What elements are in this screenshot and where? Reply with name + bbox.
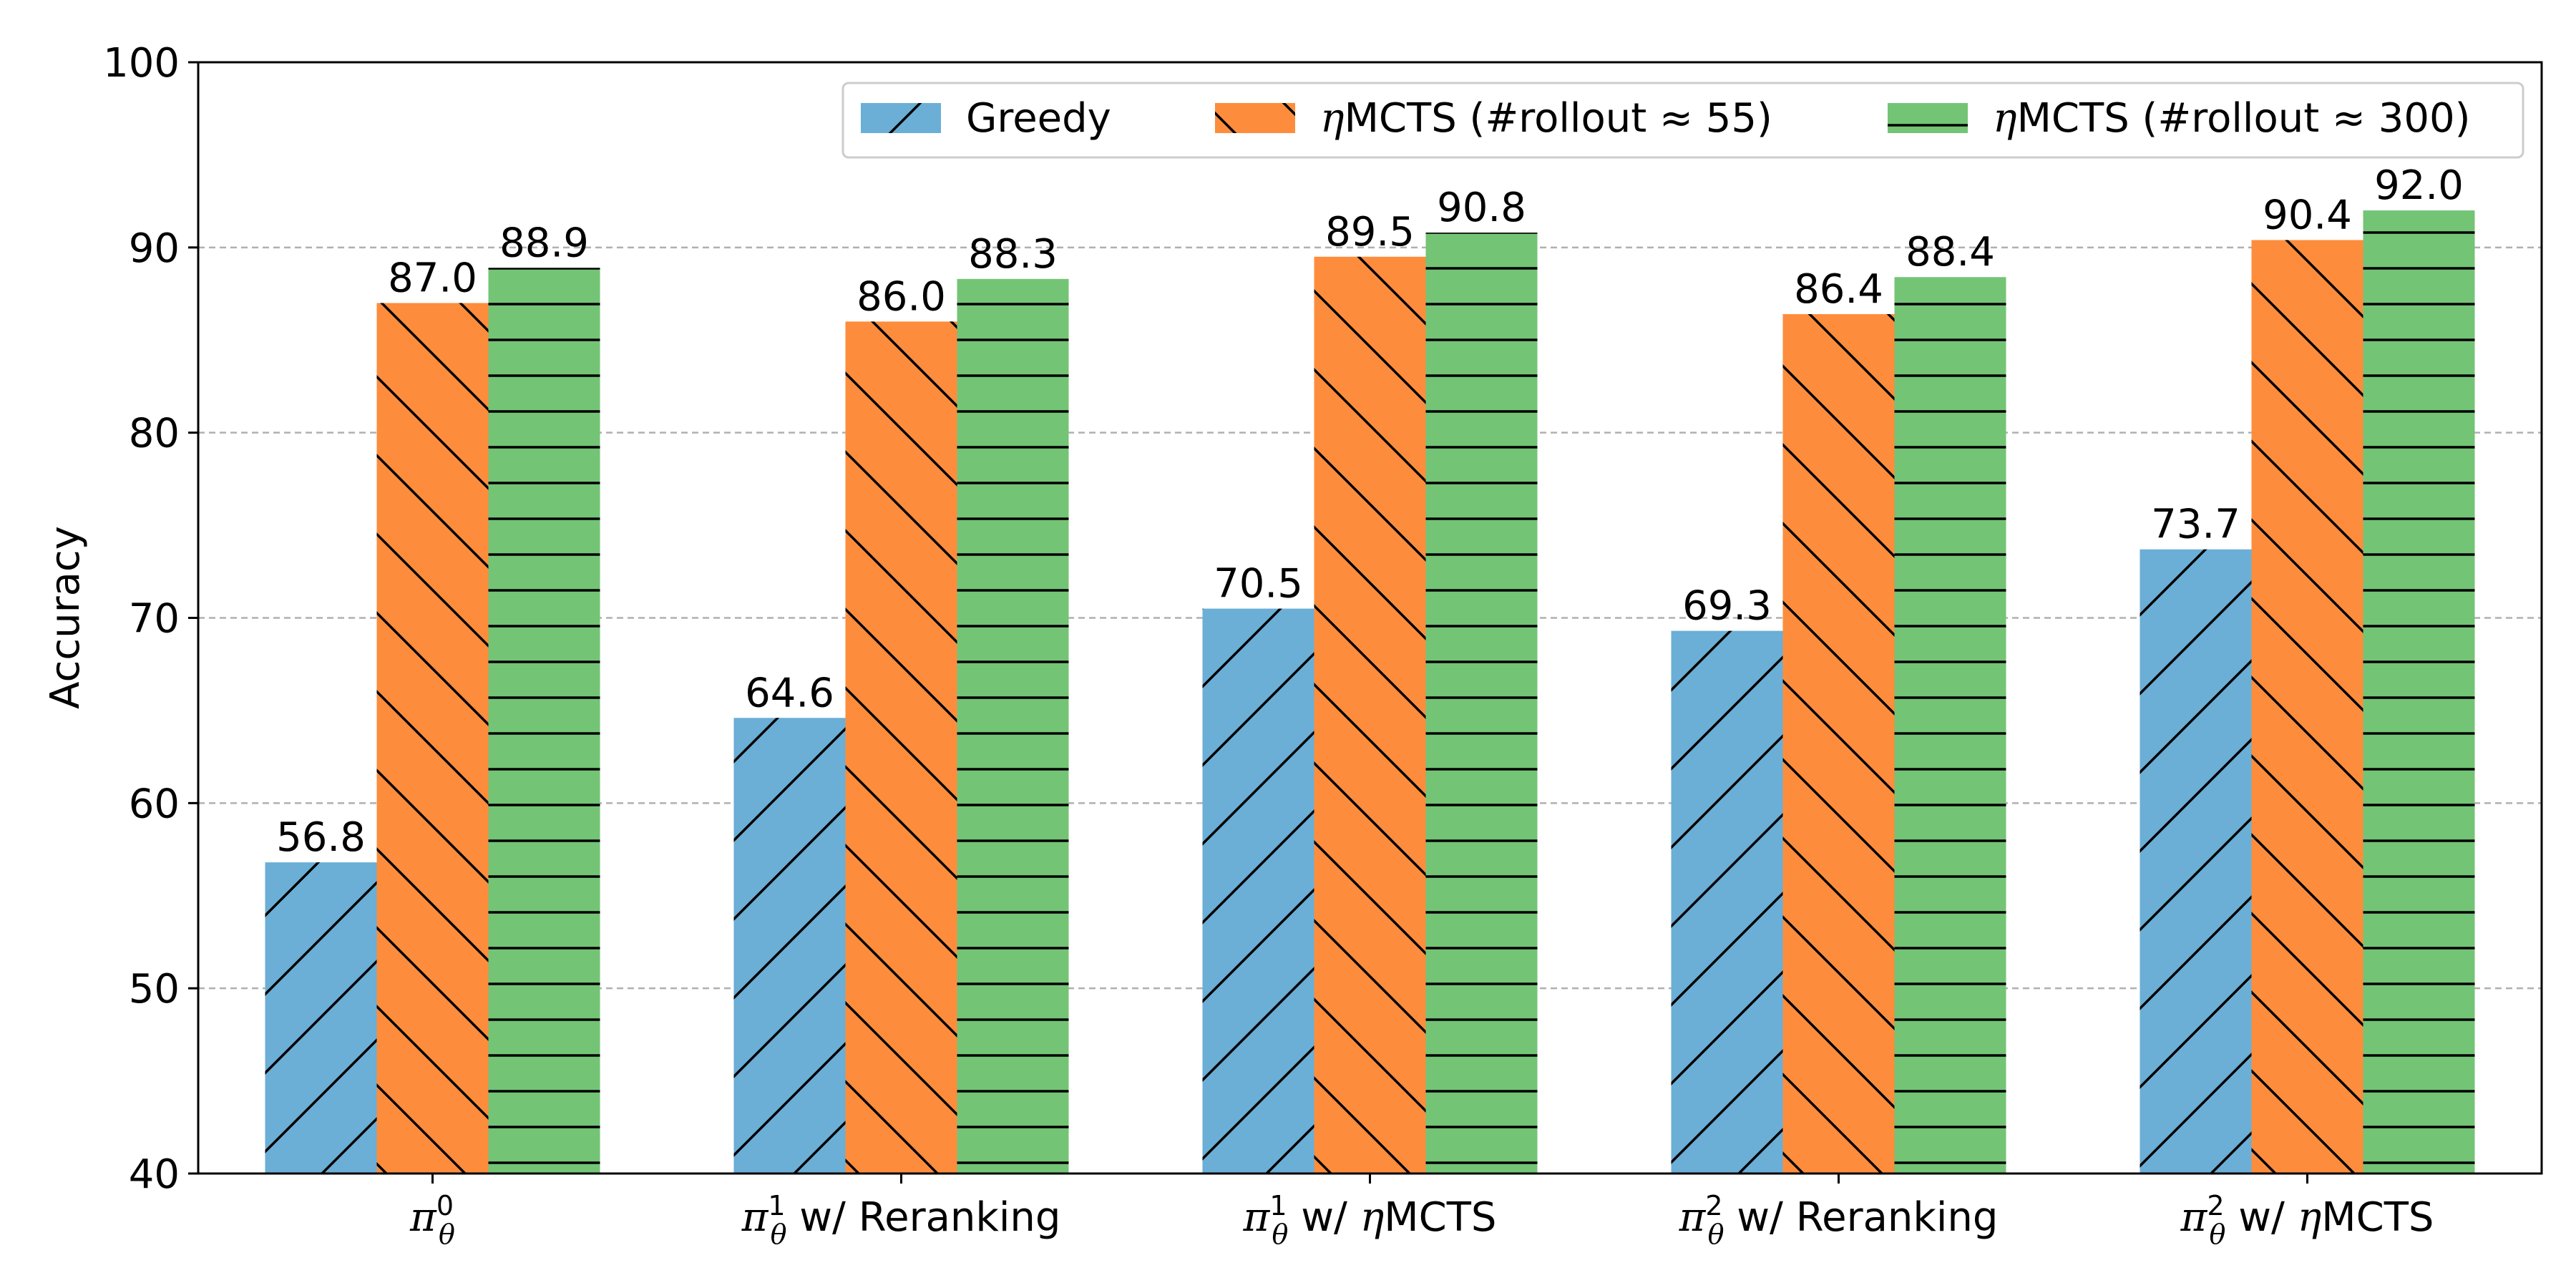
bar-hatch xyxy=(957,278,1069,1174)
legend-swatch-hatch xyxy=(1215,103,1295,133)
y-tick-label: 60 xyxy=(129,781,180,827)
bar-value-label: 69.3 xyxy=(1682,583,1772,630)
x-tick-label: π1 θ w/ Reranking xyxy=(741,1190,1061,1250)
bar-value-label: 86.4 xyxy=(1794,266,1883,313)
x-tick-label: π2 θ w/ ηMCTS xyxy=(2180,1190,2434,1250)
bar-hatch xyxy=(376,303,489,1174)
bar-value-label: 70.5 xyxy=(1214,561,1303,608)
y-tick-label: 80 xyxy=(129,411,180,457)
x-tick-label: π1 θ w/ ηMCTS xyxy=(1243,1190,1497,1250)
y-tick-label: 40 xyxy=(129,1151,180,1198)
bar-value-label: 87.0 xyxy=(388,255,477,301)
bar-hatch xyxy=(1314,256,1426,1174)
legend-label: ηMCTS (#rollout ≈ 55) xyxy=(1320,95,1772,142)
data-labels: 56.8 87.0 88.9 64.6 86.0 88.3 70.5 89.5 90.8 69.3… xyxy=(276,162,2464,861)
x-tick-label: π2 θ w/ Reranking xyxy=(1679,1190,1999,1250)
bar-hatch xyxy=(2140,549,2252,1174)
legend-frame xyxy=(841,82,2524,159)
bar-hatch xyxy=(733,718,846,1174)
bar-value-label: 90.8 xyxy=(1437,185,1526,231)
bar-value-label: 92.0 xyxy=(2374,162,2464,209)
bar-hatch xyxy=(488,268,600,1174)
legend-swatch-hatch xyxy=(861,103,941,133)
bar-hatch xyxy=(1671,630,1783,1174)
y-tick-label: 50 xyxy=(129,966,180,1013)
legend: Greedy ηMCTS (#rollout ≈ 55) ηMCTS (#rollo… xyxy=(841,82,2524,159)
bar-hatch xyxy=(1782,314,1895,1174)
bar-hatch xyxy=(2251,240,2363,1174)
bar-value-label: 88.4 xyxy=(1906,229,1995,275)
y-axis-label: Accuracy xyxy=(42,526,89,709)
bar-value-label: 89.5 xyxy=(1325,209,1415,255)
y-tick-label: 100 xyxy=(103,40,180,87)
bar-hatch xyxy=(1425,233,1538,1174)
bar-value-label: 73.7 xyxy=(2151,502,2240,548)
bar-value-label: 56.8 xyxy=(276,814,366,861)
legend-swatch-hatch xyxy=(1888,103,1968,133)
bar-hatch xyxy=(1894,277,2006,1174)
bars xyxy=(265,210,2475,1174)
x-axis: π0 θ π1 θ w/ Reranking π1 θ w/ ηMCTS π2 θ w/ Re… xyxy=(409,1174,2434,1250)
x-tick-label: π0 θ xyxy=(409,1190,455,1250)
bar-hatch xyxy=(1202,608,1314,1174)
bar-value-label: 64.6 xyxy=(745,670,834,716)
bar-hatch xyxy=(2363,210,2475,1174)
y-tick-label: 70 xyxy=(129,596,180,643)
bar-value-label: 88.9 xyxy=(499,220,589,266)
legend-label: ηMCTS (#rollout ≈ 300) xyxy=(1993,95,2470,142)
bar-value-label: 86.0 xyxy=(857,273,946,320)
bar-hatch xyxy=(845,321,957,1174)
y-axis: 40 50 60 70 80 90 100 xyxy=(103,40,198,1198)
bar-hatch xyxy=(265,862,377,1174)
bar-value-label: 88.3 xyxy=(968,231,1058,278)
legend-label: Greedy xyxy=(966,95,1111,142)
bar-value-label: 90.4 xyxy=(2263,192,2352,238)
y-tick-label: 90 xyxy=(129,225,180,272)
